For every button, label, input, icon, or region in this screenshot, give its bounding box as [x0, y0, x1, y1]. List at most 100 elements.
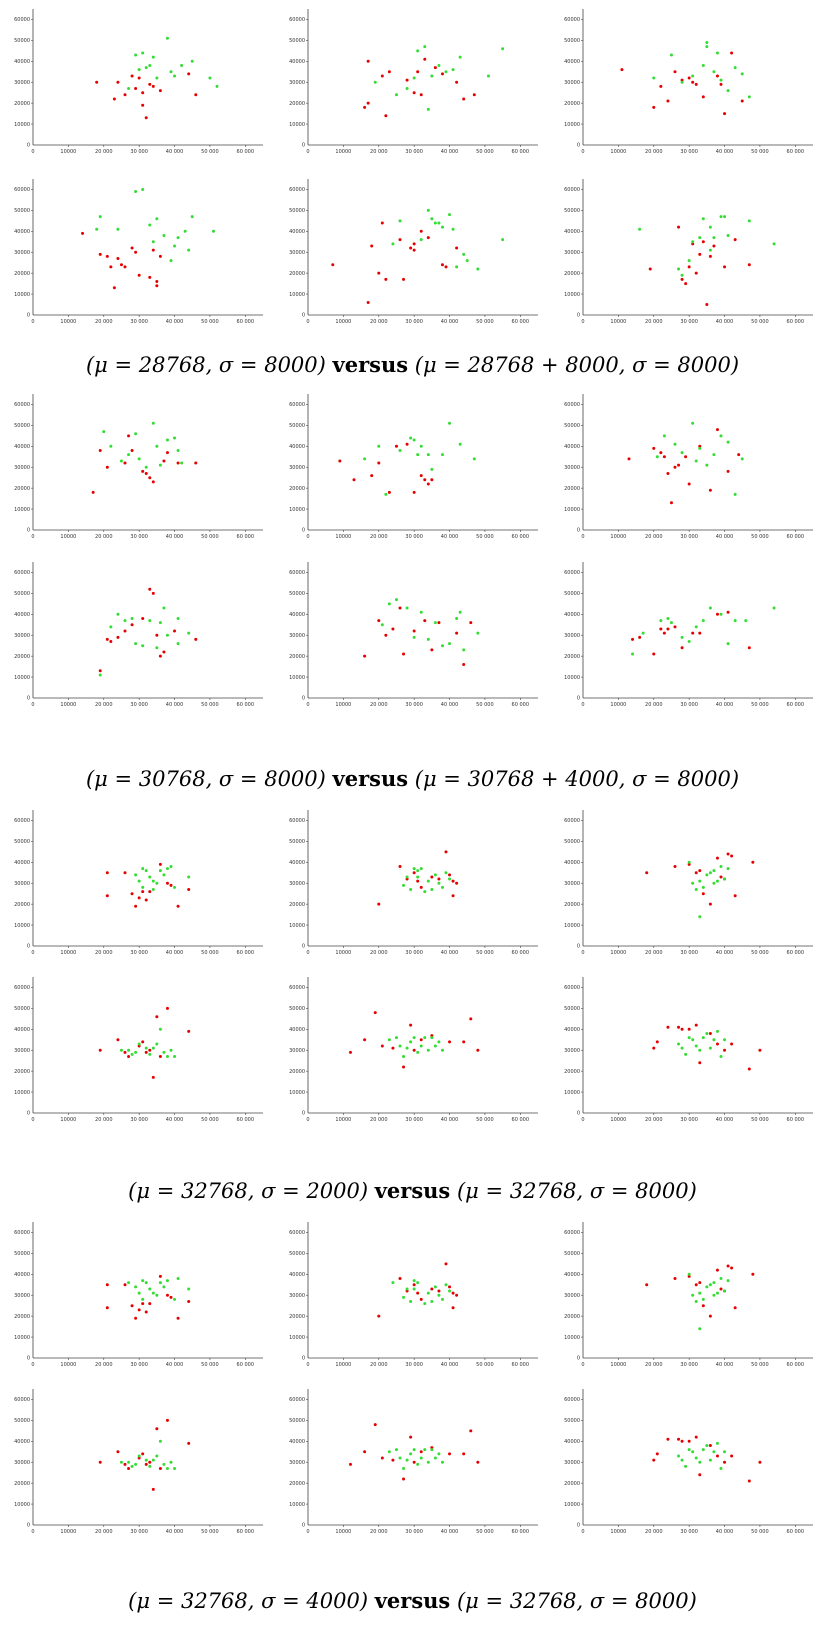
scatter-svg: 10000 20 000 30 000 40 000 50 000 60 000 0 1000… — [289, 562, 538, 708]
green-point — [691, 421, 695, 425]
y-tick-label: 50000 — [564, 423, 580, 429]
y-tick-label: 60000 — [289, 818, 305, 824]
red-point — [698, 252, 702, 256]
y-tick-label: 10000 — [14, 122, 30, 128]
y-tick-label: 50000 — [14, 423, 30, 429]
green-point — [173, 1297, 177, 1301]
y-tick-label: 0 — [27, 944, 30, 950]
red-point — [730, 1266, 734, 1270]
green-point — [448, 421, 452, 425]
x-tick-label: 10000 — [335, 534, 351, 540]
green-point — [712, 869, 716, 873]
scatter-plot: 10000 20 000 30 000 40 000 50 000 60 000 0 1000… — [280, 558, 542, 710]
red-point — [708, 254, 712, 258]
x-tick-label: 60 000 — [512, 1362, 530, 1368]
green-point — [416, 1050, 420, 1054]
x-tick-label: 50 000 — [201, 702, 219, 708]
x-tick-label: 40 000 — [716, 1117, 734, 1123]
y-tick-label: 40000 — [564, 1027, 580, 1033]
green-point — [433, 621, 437, 625]
red-point — [137, 1044, 141, 1048]
red-point — [148, 890, 152, 894]
x-tick-label: 50 000 — [201, 1529, 219, 1535]
green-point — [652, 76, 656, 80]
red-point — [148, 275, 152, 279]
green-point — [462, 252, 466, 256]
green-point — [426, 208, 430, 212]
red-point — [652, 105, 656, 109]
scatter-plot: 10000 20 000 30 000 40 000 50 000 60 000 0 1000… — [5, 806, 267, 958]
y-tick-label: 60000 — [289, 985, 305, 991]
y-tick-label: 60000 — [564, 985, 580, 991]
green-point — [712, 236, 716, 240]
y-tick-label: 20000 — [289, 101, 305, 107]
x-tick-label: 10000 — [610, 319, 626, 325]
scatter-svg: 10000 20 000 30 000 40 000 50 000 60 000 0 1000… — [564, 1222, 813, 1368]
y-tick-label: 10000 — [564, 292, 580, 298]
green-point — [440, 1460, 444, 1464]
red-point — [673, 864, 677, 868]
scatter-svg: 10000 20 000 30 000 40 000 50 000 60 000 0 1000… — [564, 562, 813, 708]
red-point — [402, 1065, 406, 1069]
green-point — [144, 1046, 148, 1050]
red-point — [158, 1467, 162, 1471]
green-point — [698, 1291, 702, 1295]
x-tick-label: 20 000 — [370, 1529, 388, 1535]
red-point — [352, 478, 356, 482]
y-tick-label: 50000 — [564, 1251, 580, 1257]
green-point — [669, 621, 673, 625]
red-point — [130, 246, 134, 250]
scatter-svg: 10000 20 000 30 000 40 000 50 000 60 000 0 1000… — [14, 810, 263, 956]
green-point — [680, 451, 684, 455]
y-tick-label: 20000 — [564, 486, 580, 492]
y-tick-label: 50000 — [564, 38, 580, 44]
x-tick-label: 0 — [581, 1117, 584, 1123]
red-point — [469, 1017, 473, 1021]
red-point — [158, 862, 162, 866]
y-tick-label: 30000 — [289, 1460, 305, 1466]
red-point — [409, 246, 413, 250]
y-tick-label: 60000 — [14, 402, 30, 408]
green-point — [173, 436, 177, 440]
green-point — [712, 881, 716, 885]
green-point — [680, 1046, 684, 1050]
scatter-plot: 10000 20 000 30 000 40 000 50 000 60 000 0 1000… — [5, 175, 267, 327]
green-point — [662, 434, 666, 438]
green-point — [416, 1281, 420, 1285]
y-tick-label: 0 — [577, 696, 580, 702]
green-point — [726, 233, 730, 237]
y-tick-label: 10000 — [564, 675, 580, 681]
y-tick-label: 50000 — [289, 38, 305, 44]
y-tick-label: 0 — [302, 1356, 305, 1362]
green-point — [726, 1279, 730, 1283]
green-point — [687, 1448, 691, 1452]
red-point — [377, 461, 381, 465]
figure-caption-4: (μ = 32768, σ = 4000) versus (μ = 32768,… — [0, 1588, 825, 1613]
green-point — [148, 1287, 152, 1291]
y-tick-label: 40000 — [14, 1027, 30, 1033]
red-point — [366, 101, 370, 105]
green-point — [109, 625, 113, 629]
y-tick-label: 60000 — [14, 570, 30, 576]
red-point — [680, 1439, 684, 1443]
red-point — [176, 461, 180, 465]
green-point — [726, 89, 730, 93]
scatter-plot: 10000 20 000 30 000 40 000 50 000 60 000 0 1000… — [555, 1218, 817, 1370]
y-tick-label: 30000 — [14, 1048, 30, 1054]
red-point — [652, 1046, 656, 1050]
green-point — [180, 63, 184, 67]
green-point — [394, 1448, 398, 1452]
x-tick-label: 10000 — [610, 1529, 626, 1535]
red-point — [155, 1015, 159, 1019]
green-point — [412, 867, 416, 871]
red-point — [437, 621, 441, 625]
green-point — [187, 631, 191, 635]
green-point — [394, 598, 398, 602]
green-point — [701, 1297, 705, 1301]
green-point — [444, 70, 448, 74]
x-tick-label: 0 — [31, 149, 34, 155]
x-tick-label: 60 000 — [512, 149, 530, 155]
green-point — [158, 869, 162, 873]
red-point — [476, 1460, 480, 1464]
red-point — [444, 265, 448, 269]
